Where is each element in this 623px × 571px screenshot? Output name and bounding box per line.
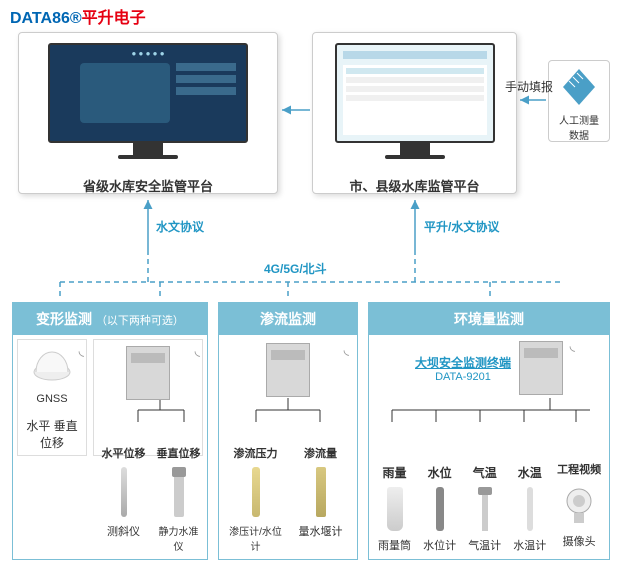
brand-logo: DATA86®平升电子 (10, 4, 146, 28)
protocol-left: 水文协议 (156, 218, 204, 235)
env-s3-top: 水温 (508, 464, 551, 481)
cabinet-icon (266, 343, 310, 397)
monitor-stand (133, 143, 163, 155)
env-s0-top: 雨量 (373, 464, 416, 481)
inclinometer-icon (121, 467, 127, 517)
county-label: 市、县级水库监管平台 (312, 176, 517, 195)
monitor-stand (400, 143, 430, 155)
gnss-dome-icon (32, 344, 72, 384)
gnss-sub1: 水平 (26, 419, 50, 433)
env-s2-top: 气温 (463, 464, 506, 481)
level-icon (174, 467, 184, 517)
air-temp-icon (482, 487, 488, 531)
rain-gauge-icon (387, 487, 403, 531)
piezometer-icon (252, 467, 260, 517)
deform-title: 变形监测 (36, 311, 92, 327)
protocol-middle: 4G/5G/北斗 (264, 260, 327, 277)
weir-icon (316, 467, 326, 517)
terminal-code: DATA-9201 (415, 371, 511, 383)
section-environment: 环境量监测 大坝安全监测终端 DATA-9201 ◟ 雨量 雨量筒 水位 水位计… (368, 302, 610, 560)
deform-col3-bottom: 静力水准仪 (154, 523, 203, 553)
ruler-icon (559, 67, 599, 107)
env-s1-bot: 水位计 (418, 537, 461, 553)
gnss-sub3: 位移 (22, 434, 82, 451)
wifi-icon: ◟ (195, 342, 200, 359)
monitor-base (385, 155, 445, 159)
section-seepage: 渗流监测 ◟ 渗流压力 渗压计/水位计 渗流量 量水堰计 (218, 302, 358, 560)
env-s4-bot: 摄像头 (553, 533, 605, 549)
deform-col3-top: 垂直位移 (154, 448, 203, 461)
provincial-platform-panel: ● ● ● ● ● (18, 32, 278, 194)
seepage-header: 渗流监测 (219, 303, 357, 335)
manual-data-label: 人工测量数据 (555, 112, 603, 142)
water-level-icon (436, 487, 444, 531)
logo-reg: ® (70, 10, 82, 27)
cabinet-icon (519, 341, 563, 395)
seepage-col1-bottom: 渗压计/水位计 (225, 523, 286, 553)
gnss-sub2: 垂直 (54, 419, 78, 433)
manual-arrow-label: 手动填报 (505, 78, 553, 95)
cabinet-icon (126, 346, 170, 400)
water-temp-icon (527, 487, 533, 531)
env-s1-top: 水位 (418, 464, 461, 481)
seepage-col2-bottom: 量水堰计 (290, 523, 351, 539)
env-header: 环境量监测 (369, 303, 609, 335)
wifi-icon: ◟ (570, 337, 575, 354)
camera-icon (564, 483, 594, 527)
monitor-base (118, 155, 178, 159)
env-s0-bot: 雨量筒 (373, 537, 416, 553)
wifi-icon: ◟ (79, 342, 84, 359)
provincial-label: 省级水库安全监管平台 (18, 176, 278, 195)
provincial-screen: ● ● ● ● ● (48, 43, 248, 143)
protocol-right: 平升/水文协议 (424, 218, 499, 235)
deform-col2-top: 水平位移 (99, 448, 148, 461)
deform-subtitle: （以下两种可选） (96, 315, 184, 327)
gnss-label: GNSS (22, 393, 82, 405)
env-s2-bot: 气温计 (463, 537, 506, 553)
county-platform-panel (312, 32, 517, 194)
env-s3-bot: 水温计 (508, 537, 551, 553)
seepage-col2-top: 渗流量 (290, 445, 351, 461)
deform-header: 变形监测 （以下两种可选） (13, 303, 207, 335)
terminal-link[interactable]: 大坝安全监测终端 (415, 356, 511, 370)
wifi-icon: ◟ (344, 341, 349, 358)
logo-cn: 平升电子 (82, 10, 146, 27)
county-screen (335, 43, 495, 143)
manual-data-panel: 人工测量数据 (548, 60, 610, 142)
section-deformation: 变形监测 （以下两种可选） ◟ GNSS 水平 垂直 位移 ◟ 水平位移 测斜仪 (12, 302, 208, 560)
seepage-col1-top: 渗流压力 (225, 445, 286, 461)
logo-brand: DATA86 (10, 10, 70, 27)
env-s4-top: 工程视频 (553, 464, 605, 477)
deform-col2-bottom: 测斜仪 (99, 523, 148, 539)
